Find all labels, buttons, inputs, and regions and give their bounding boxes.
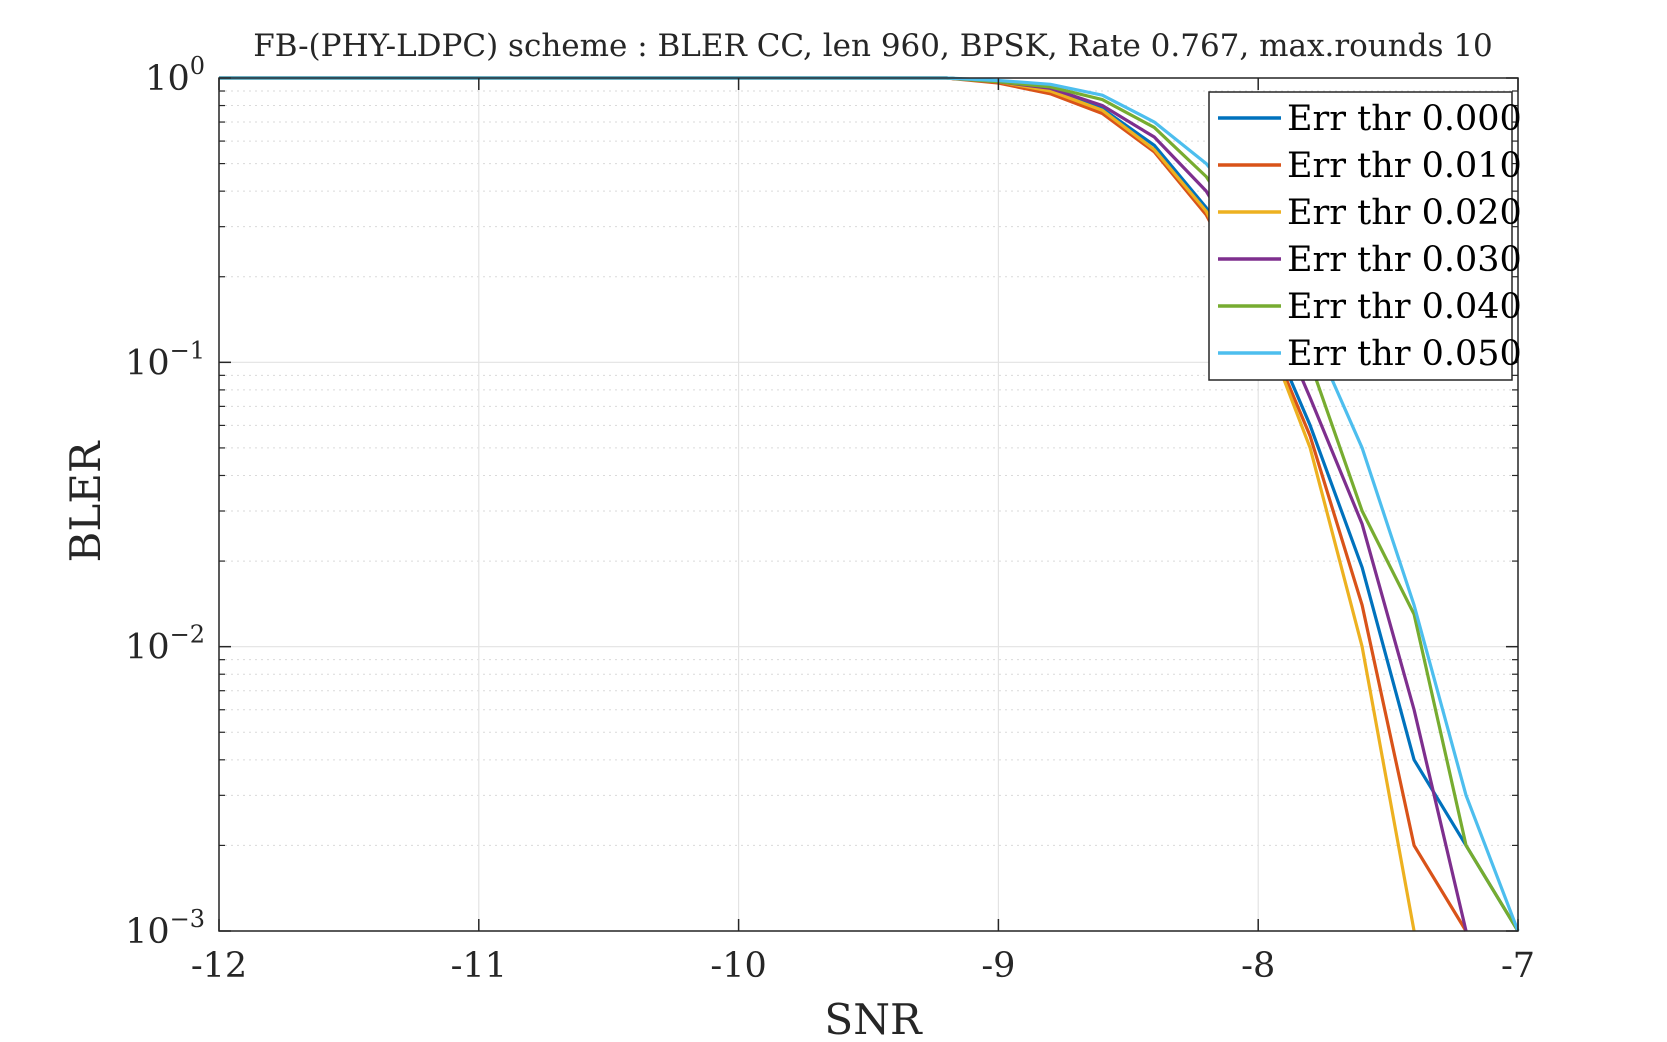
legend-label-2: Err thr 0.020 [1287,193,1522,233]
legend-label-5: Err thr 0.050 [1287,334,1522,374]
x-tick-label: -8 [1241,946,1275,986]
y-tick-label: 10−1 [125,336,205,383]
legend-label-3: Err thr 0.030 [1287,240,1522,280]
x-tick-label: -12 [191,946,247,986]
axes-box [218,77,1519,932]
x-tick-label: -10 [710,946,766,986]
y-tick-label: 100 [145,52,205,99]
x-tick-label: -11 [451,946,507,986]
legend-label-0: Err thr 0.000 [1287,99,1522,139]
y-tick-label: 10−3 [125,905,205,952]
legend: Err thr 0.000 Err thr 0.010 Err thr 0.020 E… [1208,91,1522,381]
chart-title: FB-(PHY-LDPC) scheme : BLER CC, len 960,… [253,28,1493,64]
legend-label-1: Err thr 0.010 [1287,146,1522,186]
x-tick-label: -9 [981,946,1015,986]
y-tick-label: 10−2 [125,621,205,668]
x-axis-label: SNR [824,995,923,1042]
x-tick-labels: -12 -11 -10 -9 -8 -7 [191,946,1535,986]
axes-layer [218,77,1519,932]
y-tick-labels: 100 10−1 10−2 10−3 [125,52,205,952]
y-axis-label: BLER [61,440,110,562]
x-tick-label: -7 [1501,946,1535,986]
legend-label-4: Err thr 0.040 [1287,287,1522,327]
legend-box [1208,91,1513,381]
